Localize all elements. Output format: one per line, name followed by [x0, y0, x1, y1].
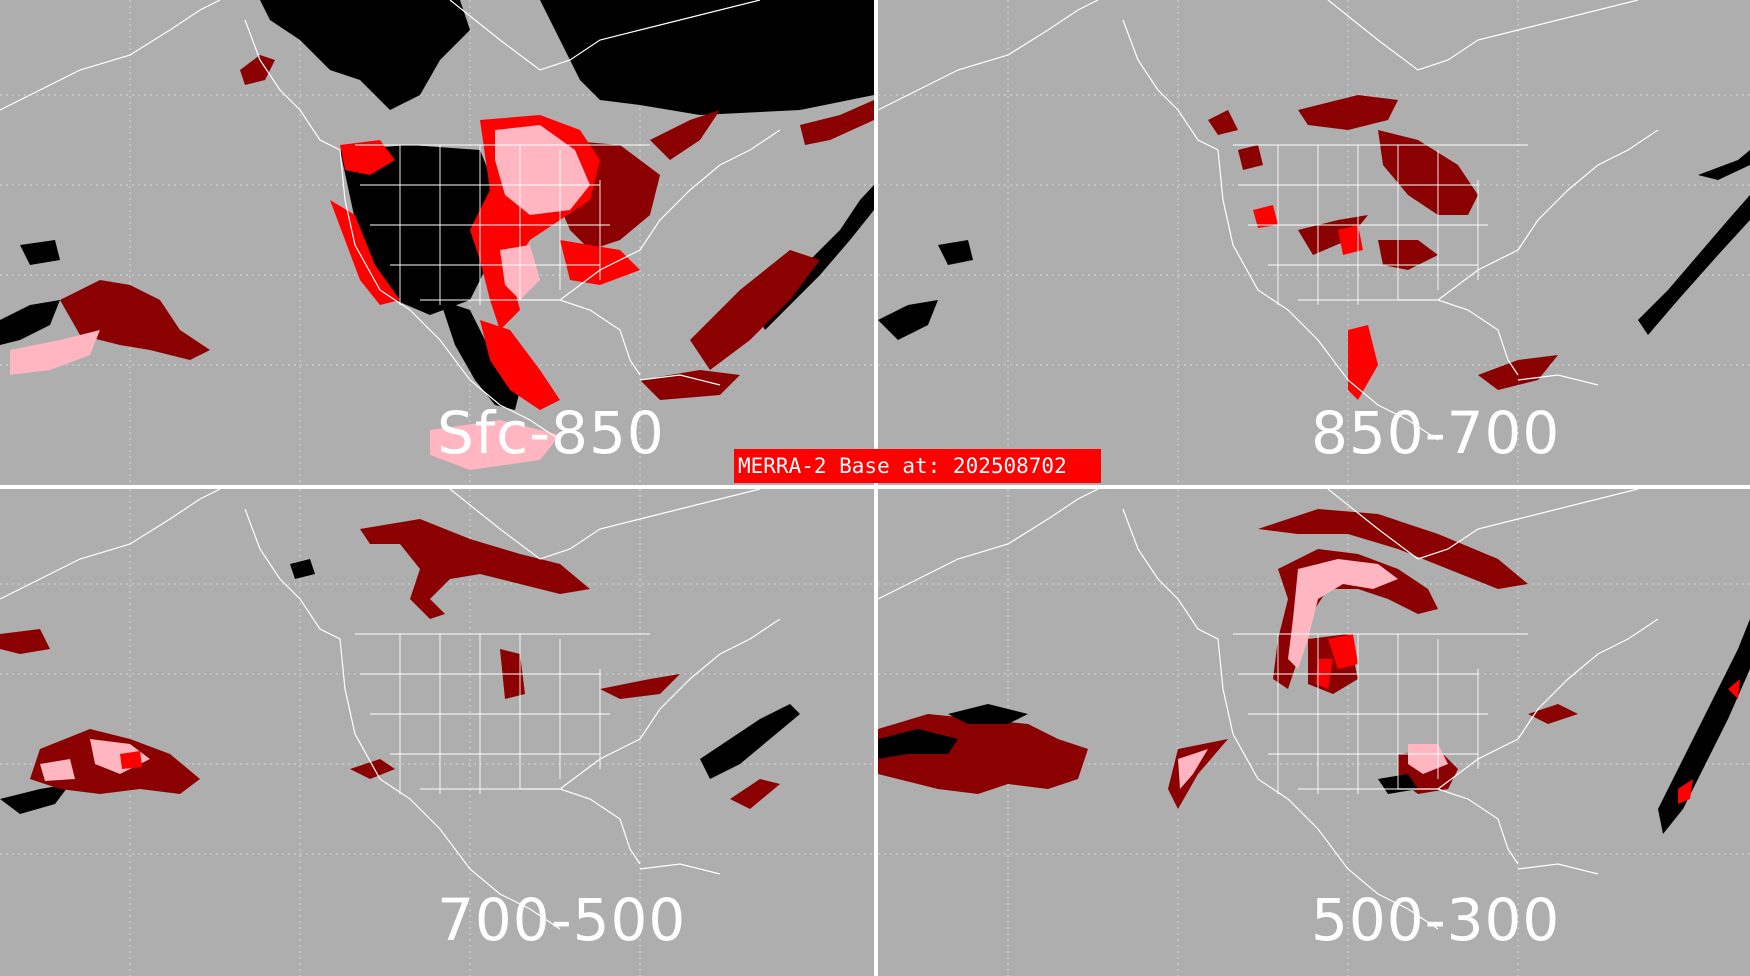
red-category-areas: [330, 115, 640, 410]
map-panel-sfc-850: Sfc-850: [0, 0, 874, 485]
map-panel-850-700: 850-700: [878, 0, 1750, 485]
map-panel-700-500: 700-500: [0, 489, 874, 976]
coastlines: [878, 0, 1659, 441]
map-700-500: [0, 489, 874, 976]
dark-red-category-areas: [1208, 95, 1558, 390]
map-500-300: [878, 489, 1750, 976]
black-category-areas: [0, 0, 874, 410]
lat-lon-grid: [878, 0, 1750, 485]
coastlines: [0, 0, 781, 441]
state-borders: [355, 633, 650, 794]
black-category-areas: [878, 150, 1750, 340]
coastlines: [0, 489, 781, 930]
coastlines: [878, 489, 1659, 930]
map-850-700: [878, 0, 1750, 485]
red-category-areas: [120, 751, 142, 769]
red-category-areas: [1316, 634, 1740, 804]
black-category-areas: [0, 559, 800, 814]
panel-label-sfc-850: Sfc-850: [437, 399, 665, 467]
state-borders: [1233, 144, 1528, 305]
base-time-banner: MERRA-2 Base at: 202508702: [734, 449, 1101, 483]
panel-label-700-500: 700-500: [437, 886, 687, 954]
map-sfc-850: [0, 0, 874, 485]
panel-label-500-300: 500-300: [1311, 886, 1561, 954]
state-borders: [355, 144, 650, 305]
pink-category-areas: [10, 125, 590, 470]
horizontal-divider: [0, 485, 1750, 489]
map-panel-500-300: 500-300: [878, 489, 1750, 976]
lat-lon-grid: [0, 0, 874, 485]
state-borders: [1233, 633, 1528, 794]
panel-label-850-700: 850-700: [1311, 399, 1561, 467]
red-category-areas: [1253, 205, 1378, 400]
